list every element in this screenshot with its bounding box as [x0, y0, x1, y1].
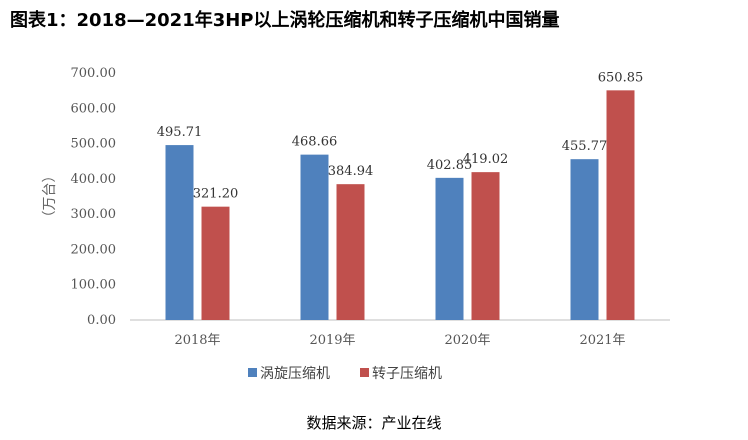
bar: [300, 154, 329, 320]
y-tick-label: 300.00: [71, 207, 117, 222]
data-label: 419.02: [463, 152, 509, 167]
y-tick-label: 0.00: [87, 313, 116, 328]
chart-title: 图表1：2018—2021年3HP以上涡轮压缩机和转子压缩机中国销量: [10, 10, 560, 31]
legend-label: 涡旋压缩机: [260, 366, 330, 382]
data-label: 402.85: [427, 158, 473, 173]
data-label: 495.71: [157, 125, 203, 140]
bar: [606, 90, 635, 320]
legend-swatch: [248, 368, 257, 377]
y-tick-label: 200.00: [71, 242, 117, 257]
data-label: 321.20: [193, 187, 239, 202]
bar: [435, 177, 464, 320]
legend-label: 转子压缩机: [372, 366, 442, 382]
y-tick-label: 100.00: [71, 278, 117, 293]
data-label: 650.85: [598, 70, 644, 85]
x-tick-label: 2020年: [444, 333, 490, 348]
y-tick-label: 500.00: [71, 137, 117, 152]
bar: [201, 206, 230, 320]
x-tick-label: 2018年: [174, 333, 220, 348]
bar: [570, 159, 599, 320]
y-tick-label: 600.00: [71, 101, 117, 116]
bar: [336, 184, 365, 320]
data-label: 468.66: [292, 135, 338, 150]
data-label: 455.77: [562, 139, 608, 154]
y-tick-label: 400.00: [71, 172, 117, 187]
bar: [471, 172, 500, 320]
x-tick-label: 2019年: [309, 333, 355, 348]
x-tick-label: 2021年: [579, 333, 625, 348]
y-axis-label: （万台）: [42, 169, 58, 225]
bar: [165, 145, 194, 320]
data-label: 384.94: [328, 164, 374, 179]
legend-swatch: [360, 368, 369, 377]
y-tick-label: 700.00: [71, 66, 117, 81]
source-note: 数据来源：产业在线: [306, 414, 442, 432]
